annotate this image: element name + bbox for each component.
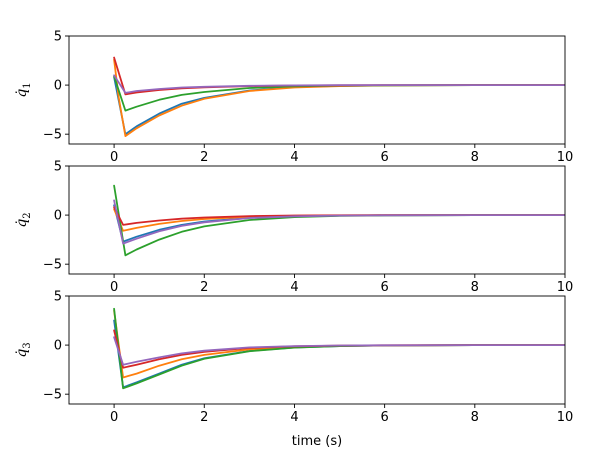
axes-frame [68,165,566,275]
series-line-1 [113,204,565,243]
series-group [113,184,565,257]
subplot-q3: 0 2 4 6 8 10 −5 0 5 q̇3 time (s) [14,290,573,450]
y-tick-label: 0 [54,79,62,94]
y-tick-label: −5 [43,258,62,273]
x-tick-label: 4 [290,150,298,165]
series-line-2 [113,309,565,379]
x-tick-label: 4 [290,410,298,425]
y-tick-label: −5 [43,128,62,143]
x-tick-label: 0 [110,410,118,425]
series-line-3 [113,307,565,390]
x-axis-label: time (s) [292,434,342,449]
y-axis-label: q̇1 [14,82,33,97]
y-tick-label: 5 [54,160,62,175]
subplot-q1: 0 2 4 6 8 10 −5 0 5 q̇1 [14,30,573,166]
series-line-4 [113,56,565,96]
series-line-5 [113,74,565,94]
x-tick-label: 2 [200,280,208,295]
y-tick-label: 5 [54,30,62,45]
series-line-5 [113,199,565,245]
series-line-4 [113,329,565,369]
y-axis-label: q̇2 [14,212,33,227]
y-tick-label: −5 [43,388,62,403]
x-tick-label: 2 [200,150,208,165]
y-tick-label: 0 [54,209,62,224]
subplot-q2: 0 2 4 6 8 10 −5 0 5 q̇2 [14,160,573,296]
x-tick-label: 8 [471,150,479,165]
x-tick-label: 10 [557,410,574,425]
series-line-5 [113,336,565,366]
x-tick-label: 6 [380,280,388,295]
x-tick-label: 10 [557,150,574,165]
axes-frame [68,35,566,145]
x-tick-label: 6 [380,150,388,165]
y-tick-label: 0 [54,339,62,354]
series-group [113,56,565,138]
series-group [113,307,565,390]
x-tick-label: 0 [110,150,118,165]
x-tick-label: 0 [110,280,118,295]
series-line-2 [113,208,565,232]
x-tick-label: 10 [557,280,574,295]
x-tick-label: 8 [471,280,479,295]
x-tick-label: 6 [380,410,388,425]
y-tick-label: 5 [54,290,62,305]
series-line-2 [113,58,565,138]
x-tick-label: 4 [290,280,298,295]
x-tick-label: 2 [200,410,208,425]
axes-frame [68,295,566,405]
x-tick-label: 8 [471,410,479,425]
y-axis-label: q̇3 [14,342,33,357]
